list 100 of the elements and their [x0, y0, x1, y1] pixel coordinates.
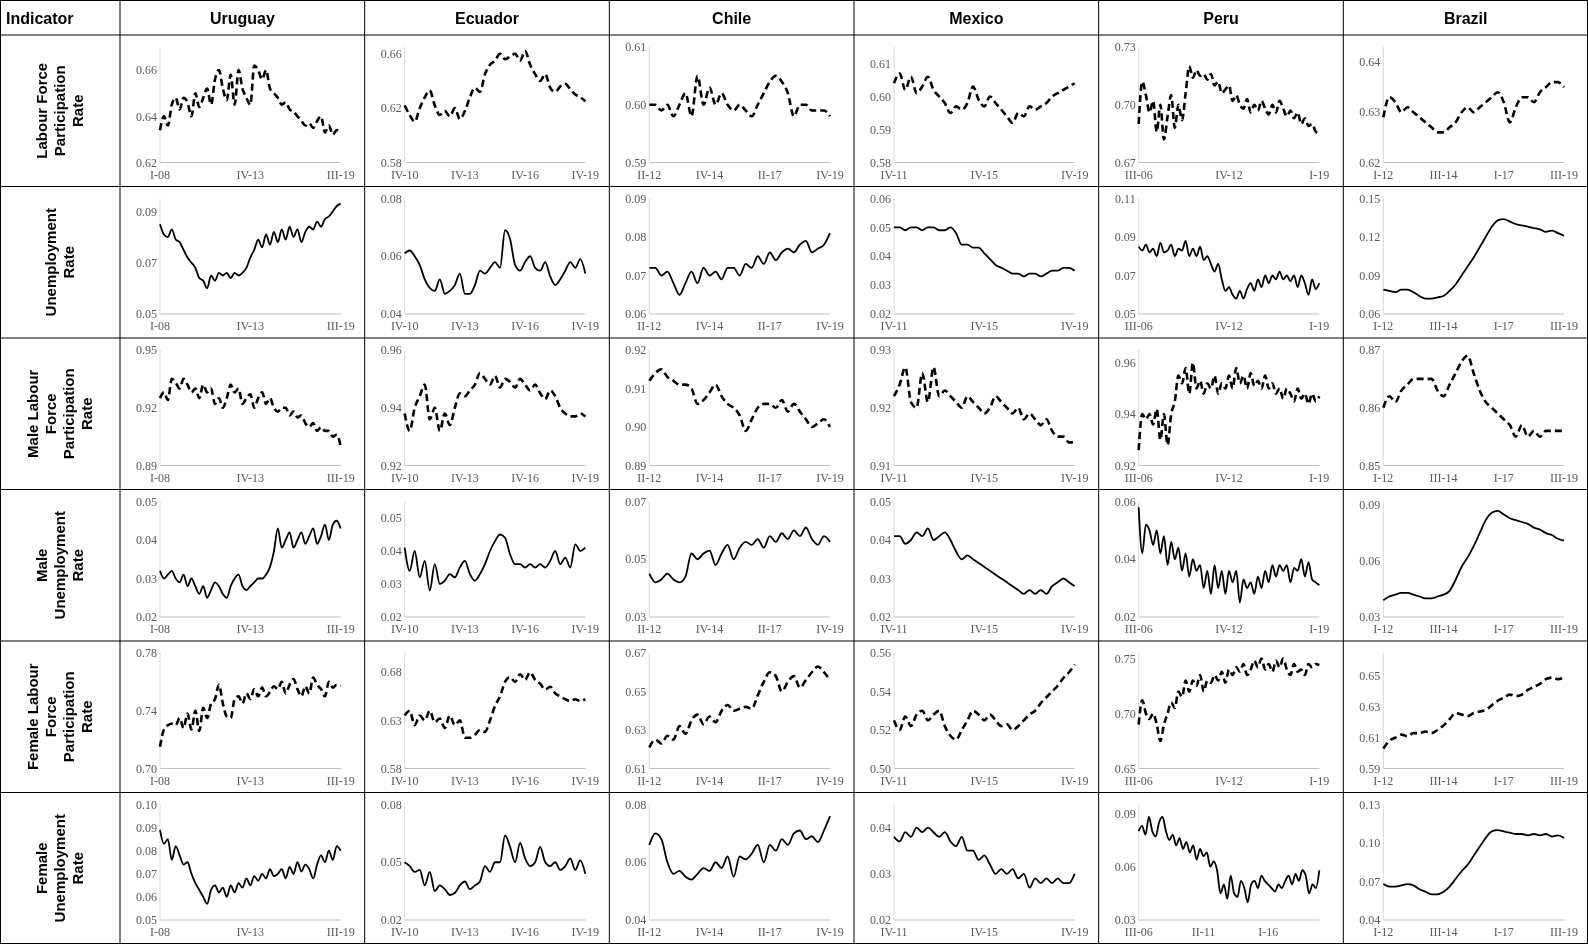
- y-tick-label: 0.05: [136, 913, 157, 928]
- x-tick-label: IV-16: [511, 773, 539, 788]
- line-series: [892, 663, 1076, 741]
- y-tick-label: 0.89: [625, 458, 647, 473]
- chart-title: Ecuador: [454, 9, 520, 27]
- x-tick-label: IV-19: [571, 622, 600, 636]
- x-tick-label: I-08: [150, 925, 170, 939]
- y-tick-label: 0.05: [625, 552, 647, 567]
- x-tick-label: IV-13: [236, 622, 265, 636]
- y-tick-label: 0.61: [625, 761, 647, 776]
- y-tick-label: 0.13: [1359, 797, 1381, 812]
- y-tick-label: 0.07: [625, 268, 647, 283]
- y-tick-label: 0.06: [625, 855, 647, 870]
- y-tick-label: 0.86: [1359, 400, 1381, 415]
- x-tick-label: II-17: [757, 167, 782, 182]
- x-tick-label: III-19: [1550, 773, 1578, 788]
- chart-title: Uruguay: [209, 9, 275, 27]
- x-tick-label: I-19: [1309, 319, 1330, 333]
- x-tick-label: III-19: [326, 319, 355, 333]
- y-tick-label: 0.03: [870, 867, 891, 881]
- line-series: [1382, 80, 1566, 134]
- x-tick-label: I-17: [1493, 773, 1514, 788]
- x-tick-label: IV-11: [880, 319, 908, 333]
- x-tick-label: IV-19: [816, 319, 844, 333]
- x-tick-label: II-12: [637, 622, 662, 636]
- y-tick-label: 0.94: [1114, 407, 1136, 422]
- x-tick-label: IV-11: [880, 470, 908, 485]
- y-tick-label: 0.06: [1359, 554, 1381, 569]
- x-tick-label: IV-19: [816, 773, 844, 788]
- x-tick-label: III-19: [1550, 925, 1578, 939]
- y-tick-label: 0.09: [1359, 268, 1381, 283]
- x-tick-label: I-12: [1373, 319, 1394, 333]
- x-tick-label: II-17: [757, 773, 782, 788]
- y-tick-label: 0.02: [380, 610, 402, 625]
- line-series: [159, 202, 342, 290]
- x-tick-label: IV-19: [571, 319, 600, 333]
- x-tick-label: I-08: [150, 470, 170, 485]
- x-tick-label: IV-16: [511, 319, 539, 333]
- x-tick-label: I-17: [1493, 925, 1514, 939]
- line-series: [1137, 361, 1321, 452]
- line-series: [1137, 657, 1321, 743]
- y-tick-label: 0.96: [380, 343, 402, 358]
- x-tick-label: III-14: [1429, 470, 1458, 485]
- chart-title: Brazil: [1443, 9, 1488, 27]
- y-tick-label: 0.94: [380, 400, 402, 415]
- line-series: [1382, 509, 1565, 602]
- x-tick-label: IV-12: [1215, 622, 1243, 636]
- y-axis-title: Labour Force Participation Rate: [33, 62, 86, 159]
- y-tick-label: 0.73: [1114, 40, 1136, 55]
- x-tick-label: IV-13: [451, 622, 479, 636]
- y-tick-label: 0.06: [1114, 494, 1136, 509]
- x-tick-label: IV-13: [451, 773, 479, 788]
- x-tick-label: II-17: [757, 622, 782, 636]
- x-tick-label: IV-19: [816, 470, 844, 485]
- y-tick-label: 0.08: [625, 230, 647, 245]
- x-tick-label: II-12: [637, 773, 662, 788]
- y-tick-label: 0.06: [625, 307, 647, 322]
- y-tick-label: 0.03: [625, 610, 647, 625]
- x-tick-label: I-16: [1258, 925, 1279, 939]
- y-tick-label: 0.63: [380, 713, 402, 728]
- x-tick-label: II-11: [1191, 925, 1216, 939]
- y-tick-label: 0.04: [625, 913, 647, 928]
- x-tick-label: I-19: [1309, 470, 1330, 485]
- y-tick-label: 0.92: [380, 458, 402, 473]
- y-tick-label: 0.70: [136, 761, 157, 776]
- x-tick-label: IV-10: [390, 622, 419, 636]
- x-tick-label: I-12: [1373, 622, 1394, 636]
- y-tick-label: 0.78: [136, 646, 157, 661]
- y-tick-label: 0.58: [380, 761, 402, 776]
- y-tick-label: 0.65: [1114, 761, 1136, 776]
- y-tick-label: 0.95: [136, 343, 157, 358]
- line-series: [1137, 816, 1321, 904]
- chart-title: Chile: [712, 9, 752, 27]
- y-tick-label: 0.64: [1359, 55, 1381, 70]
- y-tick-label: 0.56: [870, 646, 891, 661]
- y-tick-label: 0.75: [1114, 651, 1136, 666]
- y-axis-title: Male Unemployment Rate: [33, 511, 86, 620]
- x-tick-label: III-06: [1124, 470, 1153, 485]
- y-tick-label: 0.05: [870, 494, 891, 509]
- y-tick-label: 0.03: [1359, 610, 1381, 625]
- y-tick-label: 0.62: [1359, 155, 1381, 170]
- y-tick-label: 0.11: [1115, 191, 1136, 206]
- y-tick-label: 0.62: [380, 101, 402, 116]
- x-tick-label: IV-19: [571, 167, 600, 182]
- y-tick-label: 0.08: [136, 843, 157, 858]
- y-tick-label: 0.90: [625, 420, 647, 435]
- x-tick-label: II-12: [637, 167, 662, 182]
- y-tick-label: 0.62: [136, 155, 157, 170]
- chart-title: Peru: [1203, 9, 1239, 27]
- y-axis-title: Female Labour Force Participation Rate: [24, 663, 95, 771]
- y-tick-label: 0.12: [1359, 230, 1381, 245]
- line-series: [893, 527, 1076, 595]
- y-tick-label: 0.07: [1359, 874, 1381, 889]
- y-tick-label: 0.10: [136, 797, 157, 812]
- line-series: [893, 826, 1076, 889]
- x-tick-label: IV-16: [511, 167, 539, 182]
- y-tick-label: 0.09: [1114, 806, 1136, 821]
- line-series: [403, 229, 587, 295]
- y-tick-label: 0.05: [870, 220, 891, 235]
- line-series: [1382, 829, 1565, 896]
